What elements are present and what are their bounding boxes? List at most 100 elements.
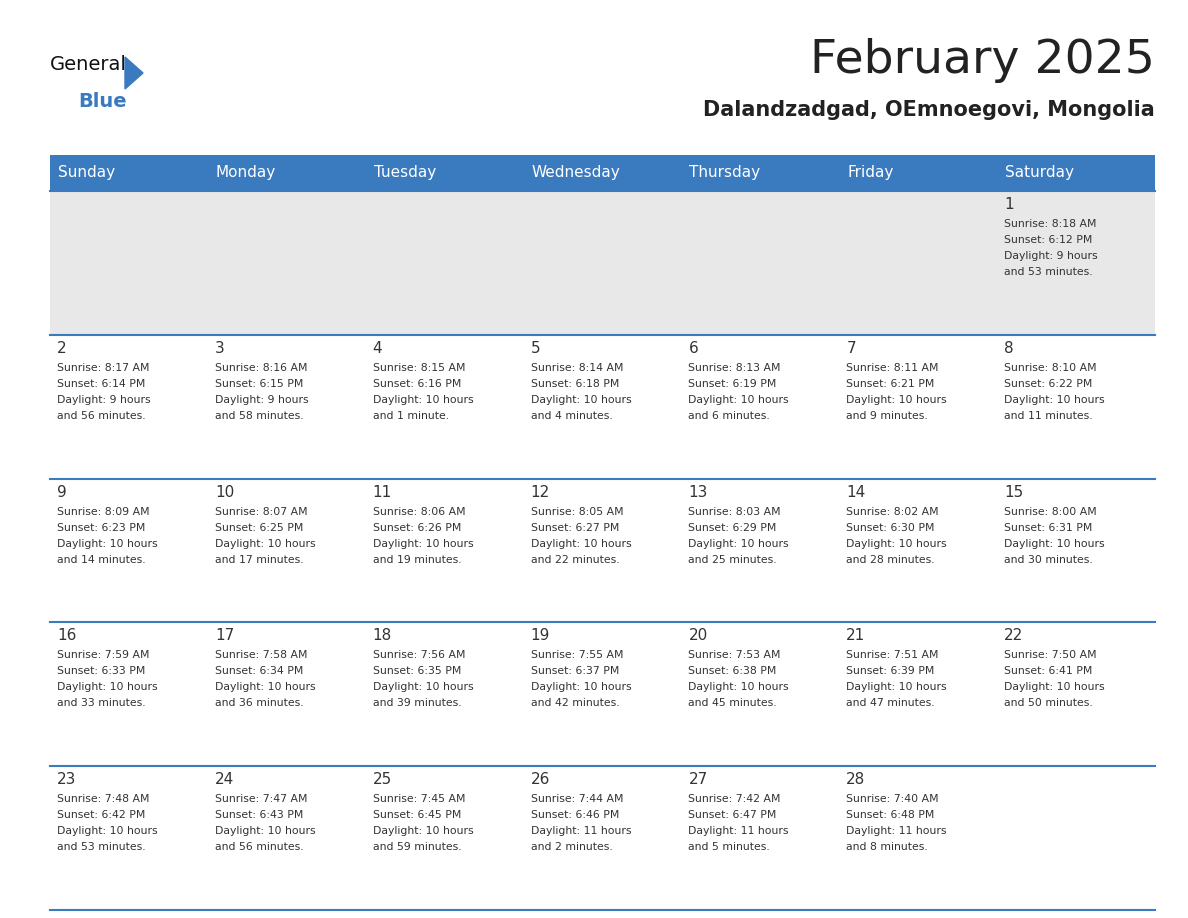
Text: and 2 minutes.: and 2 minutes. — [531, 842, 612, 852]
Text: Sunrise: 8:13 AM: Sunrise: 8:13 AM — [688, 363, 781, 373]
Text: Sunrise: 7:47 AM: Sunrise: 7:47 AM — [215, 794, 308, 804]
Text: February 2025: February 2025 — [810, 38, 1155, 83]
Text: Sunset: 6:29 PM: Sunset: 6:29 PM — [688, 522, 777, 532]
Text: and 50 minutes.: and 50 minutes. — [1004, 699, 1093, 709]
Text: and 56 minutes.: and 56 minutes. — [57, 410, 146, 420]
Text: Sunset: 6:45 PM: Sunset: 6:45 PM — [373, 811, 461, 820]
Text: Sunrise: 8:09 AM: Sunrise: 8:09 AM — [57, 507, 150, 517]
Text: Sunrise: 8:14 AM: Sunrise: 8:14 AM — [531, 363, 623, 373]
Text: Daylight: 10 hours: Daylight: 10 hours — [531, 682, 631, 692]
Text: Sunset: 6:22 PM: Sunset: 6:22 PM — [1004, 379, 1093, 389]
Text: Sunset: 6:19 PM: Sunset: 6:19 PM — [688, 379, 777, 389]
Text: and 14 minutes.: and 14 minutes. — [57, 554, 146, 565]
Text: and 28 minutes.: and 28 minutes. — [846, 554, 935, 565]
Text: Sunset: 6:46 PM: Sunset: 6:46 PM — [531, 811, 619, 820]
Text: 5: 5 — [531, 341, 541, 356]
Text: Daylight: 10 hours: Daylight: 10 hours — [688, 682, 789, 692]
Text: Sunset: 6:12 PM: Sunset: 6:12 PM — [1004, 235, 1093, 245]
Text: Friday: Friday — [847, 165, 893, 181]
Text: 25: 25 — [373, 772, 392, 788]
Text: and 42 minutes.: and 42 minutes. — [531, 699, 619, 709]
Text: 16: 16 — [57, 629, 76, 644]
Text: Sunset: 6:38 PM: Sunset: 6:38 PM — [688, 666, 777, 677]
Text: Sunset: 6:26 PM: Sunset: 6:26 PM — [373, 522, 461, 532]
Text: Sunrise: 8:05 AM: Sunrise: 8:05 AM — [531, 507, 624, 517]
Text: Sunset: 6:16 PM: Sunset: 6:16 PM — [373, 379, 461, 389]
Bar — [50, 622, 1155, 767]
Text: 14: 14 — [846, 485, 866, 499]
Text: Sunday: Sunday — [58, 165, 115, 181]
Text: Daylight: 10 hours: Daylight: 10 hours — [373, 682, 473, 692]
Text: Tuesday: Tuesday — [374, 165, 436, 181]
Text: 2: 2 — [57, 341, 67, 356]
Text: Sunrise: 8:02 AM: Sunrise: 8:02 AM — [846, 507, 939, 517]
Text: Sunset: 6:37 PM: Sunset: 6:37 PM — [531, 666, 619, 677]
Text: Sunrise: 7:59 AM: Sunrise: 7:59 AM — [57, 650, 150, 660]
Text: and 1 minute.: and 1 minute. — [373, 410, 449, 420]
Text: and 4 minutes.: and 4 minutes. — [531, 410, 612, 420]
Text: 12: 12 — [531, 485, 550, 499]
Text: 15: 15 — [1004, 485, 1023, 499]
Text: Sunrise: 7:45 AM: Sunrise: 7:45 AM — [373, 794, 466, 804]
Text: Sunrise: 8:18 AM: Sunrise: 8:18 AM — [1004, 219, 1097, 229]
Text: Sunrise: 8:17 AM: Sunrise: 8:17 AM — [57, 363, 150, 373]
Text: and 56 minutes.: and 56 minutes. — [215, 842, 303, 852]
Text: Daylight: 9 hours: Daylight: 9 hours — [57, 395, 151, 405]
Text: 22: 22 — [1004, 629, 1023, 644]
Text: Daylight: 10 hours: Daylight: 10 hours — [688, 539, 789, 549]
Text: and 25 minutes.: and 25 minutes. — [688, 554, 777, 565]
Text: Daylight: 9 hours: Daylight: 9 hours — [215, 395, 309, 405]
Text: Sunset: 6:43 PM: Sunset: 6:43 PM — [215, 811, 303, 820]
Text: and 8 minutes.: and 8 minutes. — [846, 842, 928, 852]
Text: Daylight: 10 hours: Daylight: 10 hours — [215, 826, 316, 836]
Text: Dalandzadgad, OEmnoegovi, Mongolia: Dalandzadgad, OEmnoegovi, Mongolia — [703, 100, 1155, 120]
Text: Monday: Monday — [216, 165, 276, 181]
Text: 27: 27 — [688, 772, 708, 788]
Text: 10: 10 — [215, 485, 234, 499]
Text: 18: 18 — [373, 629, 392, 644]
Polygon shape — [125, 57, 143, 89]
Text: and 53 minutes.: and 53 minutes. — [57, 842, 146, 852]
Text: Wednesday: Wednesday — [531, 165, 620, 181]
Text: 13: 13 — [688, 485, 708, 499]
Text: Daylight: 10 hours: Daylight: 10 hours — [846, 539, 947, 549]
Text: Sunrise: 8:03 AM: Sunrise: 8:03 AM — [688, 507, 781, 517]
Bar — [50, 335, 1155, 478]
Text: 3: 3 — [215, 341, 225, 356]
Bar — [50, 767, 1155, 910]
Text: and 39 minutes.: and 39 minutes. — [373, 699, 461, 709]
Text: Sunrise: 8:11 AM: Sunrise: 8:11 AM — [846, 363, 939, 373]
Text: Sunset: 6:15 PM: Sunset: 6:15 PM — [215, 379, 303, 389]
Text: Sunrise: 7:44 AM: Sunrise: 7:44 AM — [531, 794, 623, 804]
Text: and 58 minutes.: and 58 minutes. — [215, 410, 303, 420]
Text: Sunset: 6:23 PM: Sunset: 6:23 PM — [57, 522, 145, 532]
Text: General: General — [50, 55, 127, 74]
Text: and 22 minutes.: and 22 minutes. — [531, 554, 619, 565]
Text: 11: 11 — [373, 485, 392, 499]
Text: Sunset: 6:42 PM: Sunset: 6:42 PM — [57, 811, 145, 820]
Text: Sunrise: 7:48 AM: Sunrise: 7:48 AM — [57, 794, 150, 804]
Text: Daylight: 11 hours: Daylight: 11 hours — [688, 826, 789, 836]
Text: and 53 minutes.: and 53 minutes. — [1004, 267, 1093, 277]
Text: Sunrise: 7:53 AM: Sunrise: 7:53 AM — [688, 650, 781, 660]
Text: Sunset: 6:47 PM: Sunset: 6:47 PM — [688, 811, 777, 820]
Text: Daylight: 10 hours: Daylight: 10 hours — [373, 395, 473, 405]
Text: Daylight: 10 hours: Daylight: 10 hours — [373, 826, 473, 836]
Text: Thursday: Thursday — [689, 165, 760, 181]
Text: 20: 20 — [688, 629, 708, 644]
Text: Daylight: 10 hours: Daylight: 10 hours — [373, 539, 473, 549]
Text: Sunset: 6:25 PM: Sunset: 6:25 PM — [215, 522, 303, 532]
Text: Sunset: 6:39 PM: Sunset: 6:39 PM — [846, 666, 935, 677]
Text: Daylight: 10 hours: Daylight: 10 hours — [57, 539, 158, 549]
Text: 17: 17 — [215, 629, 234, 644]
Text: Sunrise: 7:42 AM: Sunrise: 7:42 AM — [688, 794, 781, 804]
Text: and 19 minutes.: and 19 minutes. — [373, 554, 461, 565]
Bar — [50, 478, 1155, 622]
Text: and 36 minutes.: and 36 minutes. — [215, 699, 303, 709]
Text: Daylight: 10 hours: Daylight: 10 hours — [688, 395, 789, 405]
Text: Sunset: 6:31 PM: Sunset: 6:31 PM — [1004, 522, 1093, 532]
Text: Sunrise: 7:58 AM: Sunrise: 7:58 AM — [215, 650, 308, 660]
Text: Blue: Blue — [78, 92, 127, 111]
Text: and 9 minutes.: and 9 minutes. — [846, 410, 928, 420]
Text: Sunrise: 8:00 AM: Sunrise: 8:00 AM — [1004, 507, 1097, 517]
